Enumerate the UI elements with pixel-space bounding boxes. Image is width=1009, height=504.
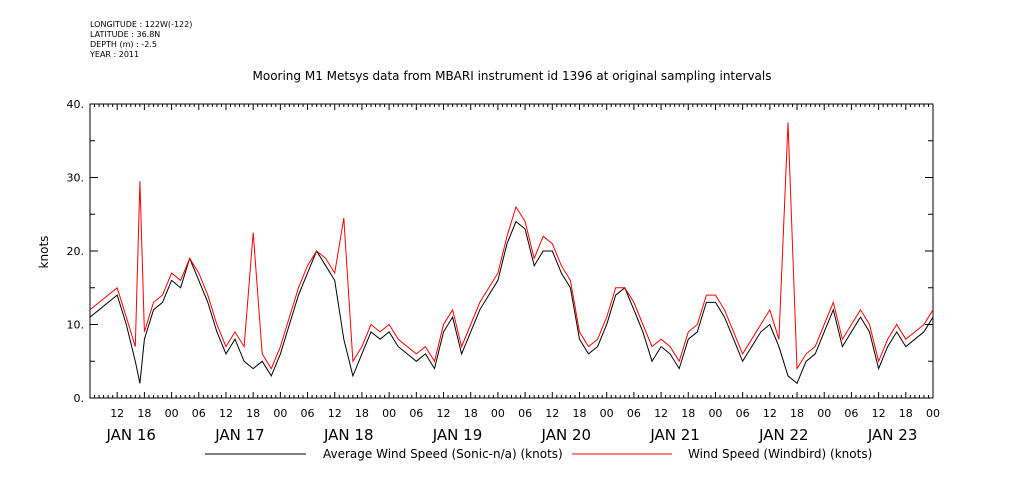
x-day-label: JAN 18 (323, 426, 374, 444)
x-hour-label: 00 (817, 407, 831, 420)
x-hour-label: 00 (926, 407, 940, 420)
legend: Average Wind Speed (Sonic-n/a) (knots) W… (205, 447, 872, 461)
x-hour-label: 12 (328, 407, 342, 420)
x-hour-label: 18 (899, 407, 913, 420)
x-hour-label: 00 (708, 407, 722, 420)
x-hour-label: 18 (355, 407, 369, 420)
legend-label-average: Average Wind Speed (Sonic-n/a) (knots) (323, 447, 563, 461)
metadata-block: LONGITUDE : 122W(-122) LATITUDE : 36.8N … (90, 20, 192, 60)
y-axis-label: knots (37, 236, 51, 269)
x-hour-label: 06 (301, 407, 315, 420)
x-hour-label: 00 (600, 407, 614, 420)
year-label: YEAR : 2011 (90, 50, 140, 59)
x-hour-label: 18 (464, 407, 478, 420)
x-hour-label: 06 (409, 407, 423, 420)
x-hour-label: 00 (273, 407, 287, 420)
x-hour-label: 00 (165, 407, 179, 420)
x-hour-label: 06 (736, 407, 750, 420)
x-day-label: JAN 19 (432, 426, 483, 444)
x-hour-label: 12 (110, 407, 124, 420)
x-hour-label: 18 (681, 407, 695, 420)
x-hour-label: 06 (627, 407, 641, 420)
series-layer (89, 122, 934, 385)
x-axis: 12 18 00 06 12 18 00 06 12 18 00 06 12 18 00 06 12 18 00 06… (89, 104, 940, 444)
series-line-windbird (89, 122, 934, 371)
x-hour-label: 12 (763, 407, 777, 420)
x-hour-label: 12 (654, 407, 668, 420)
x-hour-label: 18 (790, 407, 804, 420)
x-hour-label: 12 (545, 407, 559, 420)
x-day-label: JAN 23 (867, 426, 918, 444)
x-hour-label: 06 (518, 407, 532, 420)
y-tick-label: 30. (67, 172, 85, 185)
x-day-label: JAN 22 (758, 426, 809, 444)
y-tick-label: 0. (74, 392, 85, 405)
x-day-label: JAN 16 (105, 426, 156, 444)
y-tick-label: 40. (67, 98, 85, 111)
x-hour-label: 18 (572, 407, 586, 420)
x-hour-label: 06 (844, 407, 858, 420)
x-hour-label: 06 (192, 407, 206, 420)
latitude-label: LATITUDE : 36.8N (90, 30, 161, 39)
longitude-label: LONGITUDE : 122W(-122) (90, 20, 193, 29)
x-hour-label: 18 (137, 407, 151, 420)
x-hour-label: 18 (246, 407, 260, 420)
y-axis: 0. 10. 20. 30. 40. (67, 98, 933, 405)
series-line-average (89, 220, 934, 385)
legend-label-windbird: Wind Speed (Windbird) (knots) (688, 447, 872, 461)
x-hour-label: 12 (437, 407, 451, 420)
depth-label: DEPTH (m) : -2.5 (90, 40, 157, 49)
y-tick-label: 20. (67, 245, 85, 258)
x-day-label: JAN 20 (541, 426, 592, 444)
y-tick-label: 10. (67, 319, 85, 332)
x-hour-label: 12 (219, 407, 233, 420)
chart-title: Mooring M1 Metsys data from MBARI instru… (253, 69, 772, 83)
x-day-label: JAN 21 (649, 426, 700, 444)
x-hour-label: 00 (382, 407, 396, 420)
x-day-label: JAN 17 (214, 426, 265, 444)
x-hour-label: 12 (872, 407, 886, 420)
x-hour-label: 00 (491, 407, 505, 420)
